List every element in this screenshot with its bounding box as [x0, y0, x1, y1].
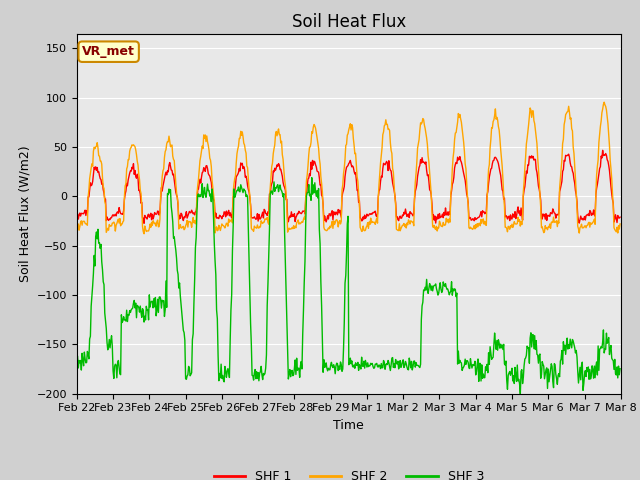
- SHF 3: [83, 360, 90, 365]
- Line: SHF 3: SHF 3: [77, 178, 620, 394]
- Text: VR_met: VR_met: [82, 45, 135, 58]
- SHF 2: [83, 221, 90, 227]
- SHF 1: [83, 208, 90, 214]
- SHF 3: [415, 364, 423, 370]
- SHF 1: [415, 165, 423, 170]
- SHF 3: [308, 175, 316, 180]
- SHF 1: [616, 214, 624, 220]
- SHF 2: [600, 99, 608, 105]
- SHF 2: [616, 221, 624, 227]
- SHF 3: [223, 374, 230, 380]
- SHF 1: [599, 147, 607, 153]
- SHF 1: [223, 212, 231, 218]
- SHF 2: [223, 221, 231, 227]
- SHF 3: [516, 391, 524, 396]
- SHF 1: [195, 186, 202, 192]
- SHF 1: [139, 215, 147, 221]
- SHF 2: [415, 137, 423, 143]
- Title: Soil Heat Flux: Soil Heat Flux: [292, 12, 406, 31]
- Line: SHF 2: SHF 2: [77, 102, 620, 234]
- SHF 2: [431, 226, 439, 231]
- SHF 3: [194, 192, 202, 198]
- SHF 3: [431, 282, 439, 288]
- X-axis label: Time: Time: [333, 419, 364, 432]
- SHF 2: [140, 231, 148, 237]
- Legend: SHF 1, SHF 2, SHF 3: SHF 1, SHF 2, SHF 3: [209, 465, 489, 480]
- SHF 3: [616, 366, 624, 372]
- SHF 1: [73, 210, 81, 216]
- Y-axis label: Soil Heat Flux (W/m2): Soil Heat Flux (W/m2): [18, 145, 31, 282]
- SHF 1: [140, 220, 148, 226]
- SHF 2: [73, 221, 81, 227]
- Line: SHF 1: SHF 1: [77, 150, 620, 223]
- SHF 2: [139, 224, 147, 229]
- SHF 3: [139, 306, 147, 312]
- SHF 1: [431, 213, 439, 219]
- SHF 3: [73, 367, 81, 373]
- SHF 2: [195, 177, 202, 182]
